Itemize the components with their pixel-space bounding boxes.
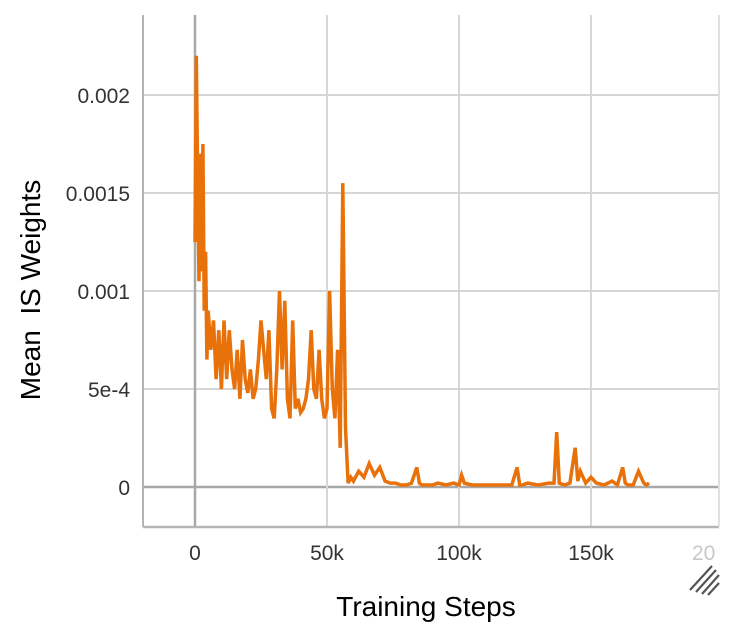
x-tick-label: 0 [189, 542, 201, 565]
resize-handle-icon[interactable] [689, 565, 720, 596]
axes [142, 15, 720, 529]
y-tick-label: 0.002 [77, 85, 130, 108]
x-tick-label: 100k [436, 542, 482, 565]
x-tick-label: 150k [568, 542, 614, 565]
x-axis-title: Training Steps [336, 591, 516, 622]
y-tick-label: 0 [118, 477, 130, 500]
x-axis-ticks: 0 50k 100k 150k 20 [189, 542, 715, 565]
series-line-mean-is-weights [193, 55, 651, 488]
y-tick-label: 5e-4 [88, 379, 130, 402]
y-tick-label: 0.001 [77, 281, 130, 304]
x-tick-label: 50k [310, 542, 344, 565]
x-tick-label: 20 [692, 542, 715, 565]
y-tick-label: 0.0015 [66, 183, 130, 206]
grid [143, 15, 719, 527]
y-axis-title: Mean IS Weights [15, 180, 46, 400]
y-axis-ticks: 0 5e-4 0.001 0.0015 0.002 [66, 85, 131, 500]
